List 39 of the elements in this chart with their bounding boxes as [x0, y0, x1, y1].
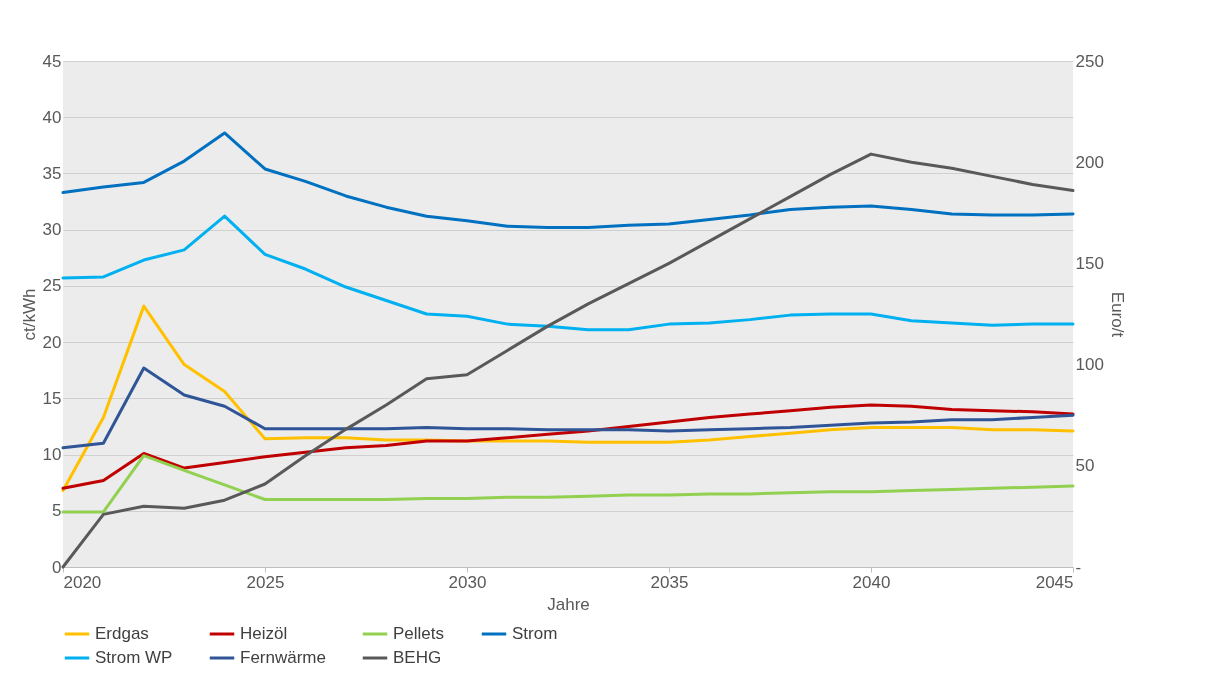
y-tick-label: 20 — [42, 332, 62, 352]
y2-tick-label: 250 — [1075, 51, 1104, 71]
y-tick-label: 25 — [42, 276, 62, 296]
y2-tick-label: 200 — [1075, 152, 1104, 172]
y2-axis-title: Euro/t — [1107, 291, 1127, 338]
y2-tick-label: 50 — [1075, 456, 1095, 476]
y-tick-label: 0 — [52, 557, 62, 577]
line-series — [61, 454, 1075, 514]
legend-label: Strom — [512, 624, 558, 643]
line-series — [61, 152, 1075, 569]
legend-label: Fernwärme — [240, 648, 326, 667]
legend-label: Erdgas — [95, 624, 149, 643]
x-tick-label: 2030 — [448, 572, 487, 592]
y2-tick-label: 150 — [1075, 253, 1104, 273]
y-tick-label: 30 — [42, 220, 62, 240]
line-series — [61, 214, 1075, 332]
y2-tick-label: - — [1075, 557, 1082, 577]
x-tick-label: 2040 — [852, 572, 891, 592]
legend-label: BEHG — [393, 648, 442, 667]
x-tick-label: 2025 — [246, 572, 285, 592]
x-tick-label: 2045 — [1035, 572, 1074, 592]
line-series — [61, 366, 1075, 450]
legend-label: Heizöl — [240, 624, 288, 643]
y-tick-label: 5 — [52, 501, 62, 521]
y-tick-label: 15 — [42, 388, 62, 408]
y-axis-title: ct/kWh — [19, 288, 39, 341]
line-series — [61, 131, 1075, 229]
y-tick-label: 40 — [42, 107, 62, 127]
y-tick-label: 45 — [42, 51, 62, 71]
x-tick-label: 2020 — [63, 572, 102, 592]
x-axis-title: Jahre — [547, 594, 590, 614]
line-series — [61, 403, 1075, 490]
y-tick-label: 10 — [42, 445, 62, 465]
y2-tick-label: 100 — [1075, 355, 1104, 375]
legend-label: Strom WP — [95, 648, 173, 667]
y-tick-label: 35 — [42, 163, 62, 183]
legend-label: Pellets — [393, 624, 445, 643]
line-series — [61, 304, 1075, 493]
x-tick-label: 2035 — [650, 572, 689, 592]
